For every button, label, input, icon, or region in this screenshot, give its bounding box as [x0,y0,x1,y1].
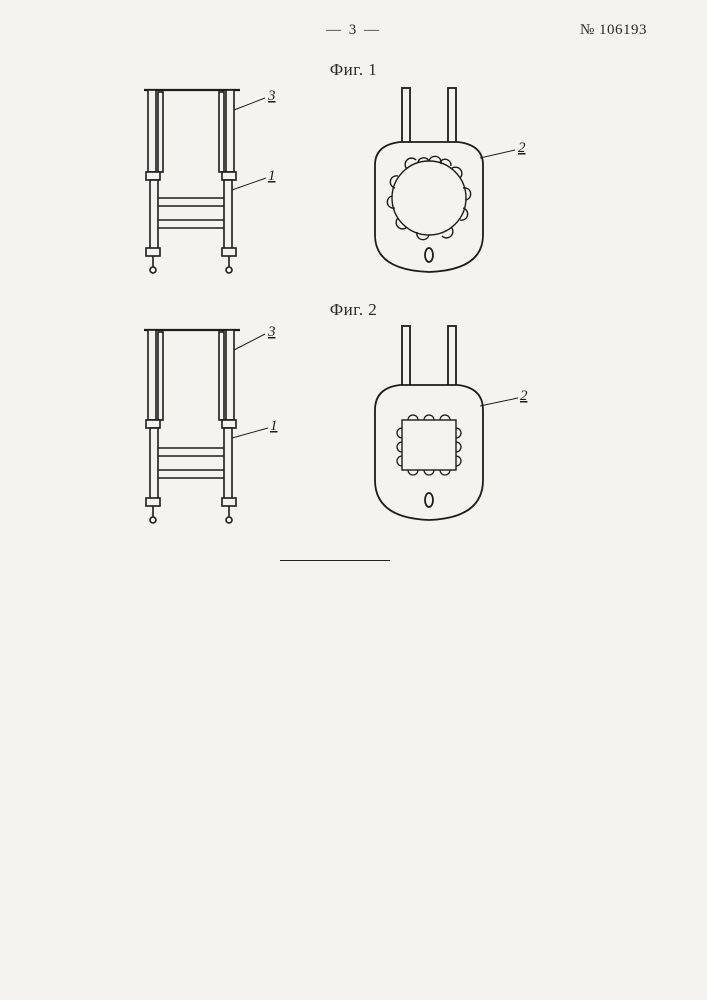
figure-1: 3 1 [0,80,707,290]
callout-2-text: 2 [518,140,526,156]
fig2-side-view: 3 1 [120,320,320,540]
fig1-side-view: 3 1 [120,80,320,290]
figure-2: 3 1 [0,320,707,540]
callout-1-text: 1 [268,168,276,184]
callout-1: 1 [232,168,276,190]
document-number: № 106193 [580,22,647,39]
callout-2-text-2: 2 [520,388,528,404]
callout-1-text-2: 1 [270,418,278,434]
callout-3-text: 3 [267,88,276,104]
fig1-front-view: 2 [330,80,550,290]
callout-2: 2 [480,388,528,406]
fig1-label: Фиг. 1 [330,60,378,80]
callout-3: 3 [234,88,276,110]
fig2-label: Фиг. 2 [330,300,378,320]
page-number: — 3 — [326,22,381,39]
callout-3: 3 [234,324,276,350]
callout-3-text-2: 3 [267,324,276,340]
page-header: — 3 — № 106193 [0,22,707,52]
footer-rule [280,560,390,561]
fig2-front-view: 2 [330,320,550,540]
callout-2: 2 [480,140,526,158]
callout-1: 1 [232,418,278,438]
page: — 3 — № 106193 Фиг. 1 [0,0,707,1000]
